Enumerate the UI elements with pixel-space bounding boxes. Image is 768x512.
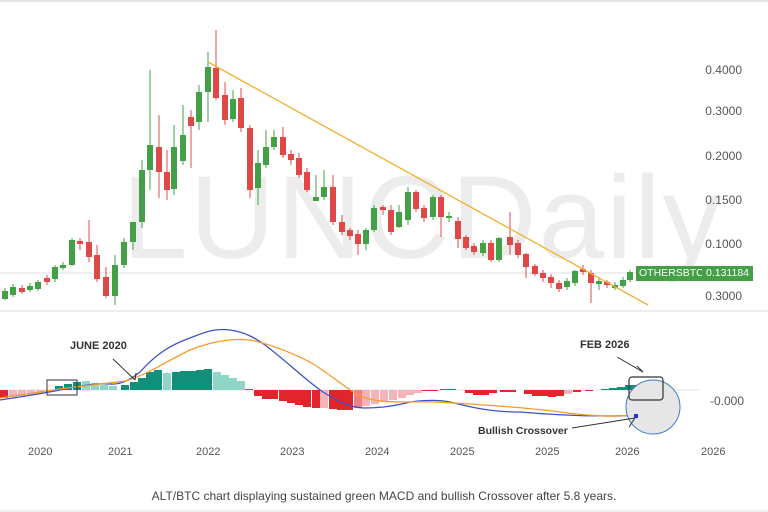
bottom-border	[0, 510, 768, 512]
pane-separator[interactable]	[0, 310, 768, 312]
symbol-tag: OTHERSBTC	[636, 266, 707, 281]
trendline	[207, 61, 649, 306]
y-axis-label: 0.1000	[705, 237, 742, 251]
y-axis-label: 0.3000	[705, 289, 742, 303]
annotation-feb-2026: FEB 2026	[580, 339, 630, 351]
y-axis-label: 0.3000	[705, 104, 742, 118]
x-axis-label: 2026	[701, 446, 726, 458]
annotation-june-2020: JUNE 2020	[70, 340, 127, 352]
x-axis-label: 2025	[535, 446, 560, 458]
chart-caption: ALT/BTC chart displaying sustained green…	[151, 489, 617, 503]
price-tag: 0.131184	[702, 266, 754, 281]
macd-axis-label: -0.000	[709, 394, 744, 408]
x-axis-label: 2021	[108, 446, 133, 458]
signal-line	[0, 338, 658, 417]
x-axis-label: 2023	[280, 446, 305, 458]
y-axis-label: 0.4000	[705, 63, 742, 77]
y-axis-label: 0.2000	[705, 149, 742, 163]
x-axis-label: 2025	[450, 446, 475, 458]
x-axis-label: 2020	[28, 446, 53, 458]
annotation-bullish-crossover: Bullish Crossover	[478, 425, 568, 437]
candles	[2, 30, 633, 305]
macd-line	[0, 328, 641, 417]
x-axis-label: 2026	[615, 446, 640, 458]
top-border	[0, 0, 768, 2]
y-axis-label: 0.1500	[705, 193, 742, 207]
x-axis-label: 2024	[365, 446, 390, 458]
macd-histogram	[0, 369, 654, 410]
x-axis-label: 2022	[196, 446, 221, 458]
